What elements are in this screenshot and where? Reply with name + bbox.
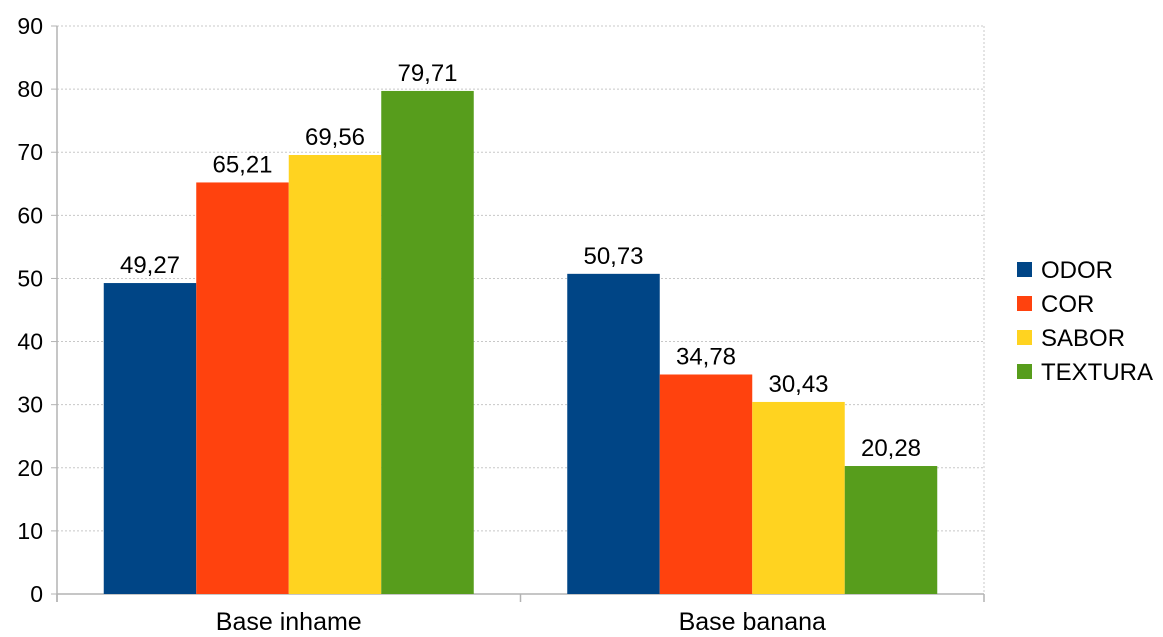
bar-cor — [196, 182, 289, 594]
bar-value-label: 65,21 — [212, 151, 272, 178]
x-category-label: Base inhame — [216, 608, 362, 636]
data-labels: 49,27 65,21 69,56 79,71 50,73 34,78 30,43 20,28 — [120, 60, 921, 462]
y-tick-label: 0 — [30, 581, 43, 607]
bar-value-label: 50,73 — [583, 243, 643, 270]
bar-textura — [381, 90, 474, 594]
legend-label: ODOR — [1041, 257, 1113, 284]
x-category-label: Base banana — [679, 608, 826, 636]
legend-label: TEXTURA — [1041, 359, 1153, 386]
y-tick-label: 80 — [17, 76, 43, 102]
axes: 0 10 20 30 40 50 60 70 80 90 Base inhame Base banan… — [17, 13, 985, 636]
y-tick-label: 90 — [17, 13, 43, 39]
legend-swatch — [1017, 330, 1032, 345]
y-tick-label: 40 — [17, 329, 43, 355]
y-tick-label: 10 — [17, 518, 43, 544]
bars — [103, 90, 938, 594]
y-tick-label: 30 — [17, 392, 43, 418]
bar-value-label: 79,71 — [397, 60, 457, 87]
y-tick-label: 60 — [17, 202, 43, 228]
bar-textura — [844, 466, 938, 594]
y-tick-label: 20 — [17, 455, 43, 481]
legend-label: SABOR — [1041, 325, 1125, 352]
bar-value-label: 34,78 — [676, 343, 736, 370]
bar-odor — [103, 283, 197, 594]
bar-value-label: 49,27 — [120, 252, 180, 279]
bar-value-label: 69,56 — [305, 124, 365, 151]
legend-swatch — [1017, 296, 1032, 311]
legend-label: COR — [1041, 291, 1094, 318]
bar-value-label: 20,28 — [861, 435, 921, 462]
y-tick-label: 50 — [17, 265, 43, 291]
bar-sabor — [752, 401, 845, 594]
bar-sabor — [288, 154, 382, 594]
bar-odor — [567, 273, 660, 594]
legend-swatch — [1017, 262, 1032, 277]
legend-swatch — [1017, 364, 1032, 379]
y-tick-label: 70 — [17, 139, 43, 165]
legend: ODOR COR SABOR TEXTURA — [1017, 257, 1153, 386]
bar-cor — [659, 374, 753, 594]
bar-value-label: 30,43 — [768, 371, 828, 398]
